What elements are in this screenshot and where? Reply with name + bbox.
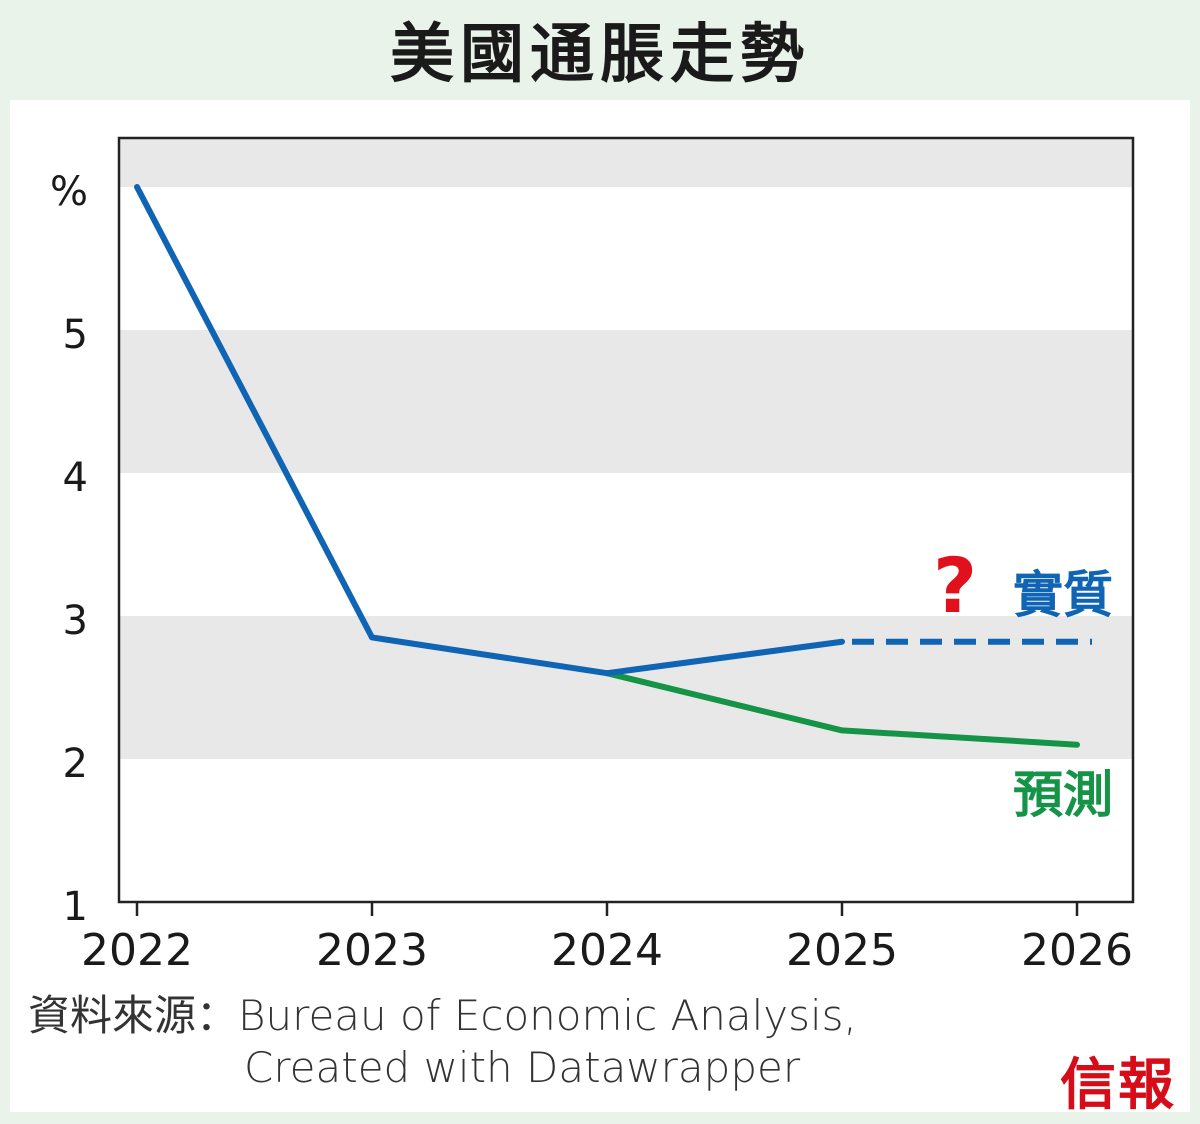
- chart-title: 美國通脹走勢: [390, 18, 810, 92]
- x-tick-label: 2022: [81, 925, 193, 976]
- plot-frame: [117, 136, 1135, 904]
- source-note: 資料來源：Bureau of Economic Analysis, Create…: [28, 990, 857, 1094]
- y-tick-label: 3: [63, 598, 88, 644]
- series-line-actual: [134, 184, 845, 677]
- y-axis-unit: %: [50, 169, 88, 215]
- chart-panel: [10, 100, 1190, 1112]
- x-tick-label: 2024: [551, 925, 663, 976]
- source-line-1: 資料來源：Bureau of Economic Analysis,: [28, 991, 857, 1040]
- x-tick-label: 2023: [316, 925, 428, 976]
- publisher-logo: 信報: [1060, 1052, 1176, 1118]
- y-tick-label: 4: [63, 455, 88, 501]
- series-label-forecast: 預測: [1013, 766, 1113, 824]
- series-line-forecast: [604, 670, 1080, 748]
- grid-band: [120, 138, 1132, 187]
- y-tick-label: 2: [63, 741, 88, 787]
- series-label-actual: 實質: [1013, 566, 1113, 624]
- source-line-2: Created with Datawrapper: [244, 1043, 801, 1092]
- grid-band: [120, 330, 1132, 473]
- y-tick-label: 5: [63, 312, 88, 358]
- x-tick-label: 2026: [1021, 925, 1133, 976]
- question-mark: ?: [933, 541, 977, 630]
- y-tick-label: 1: [63, 884, 88, 930]
- x-tick-label: 2025: [786, 925, 898, 976]
